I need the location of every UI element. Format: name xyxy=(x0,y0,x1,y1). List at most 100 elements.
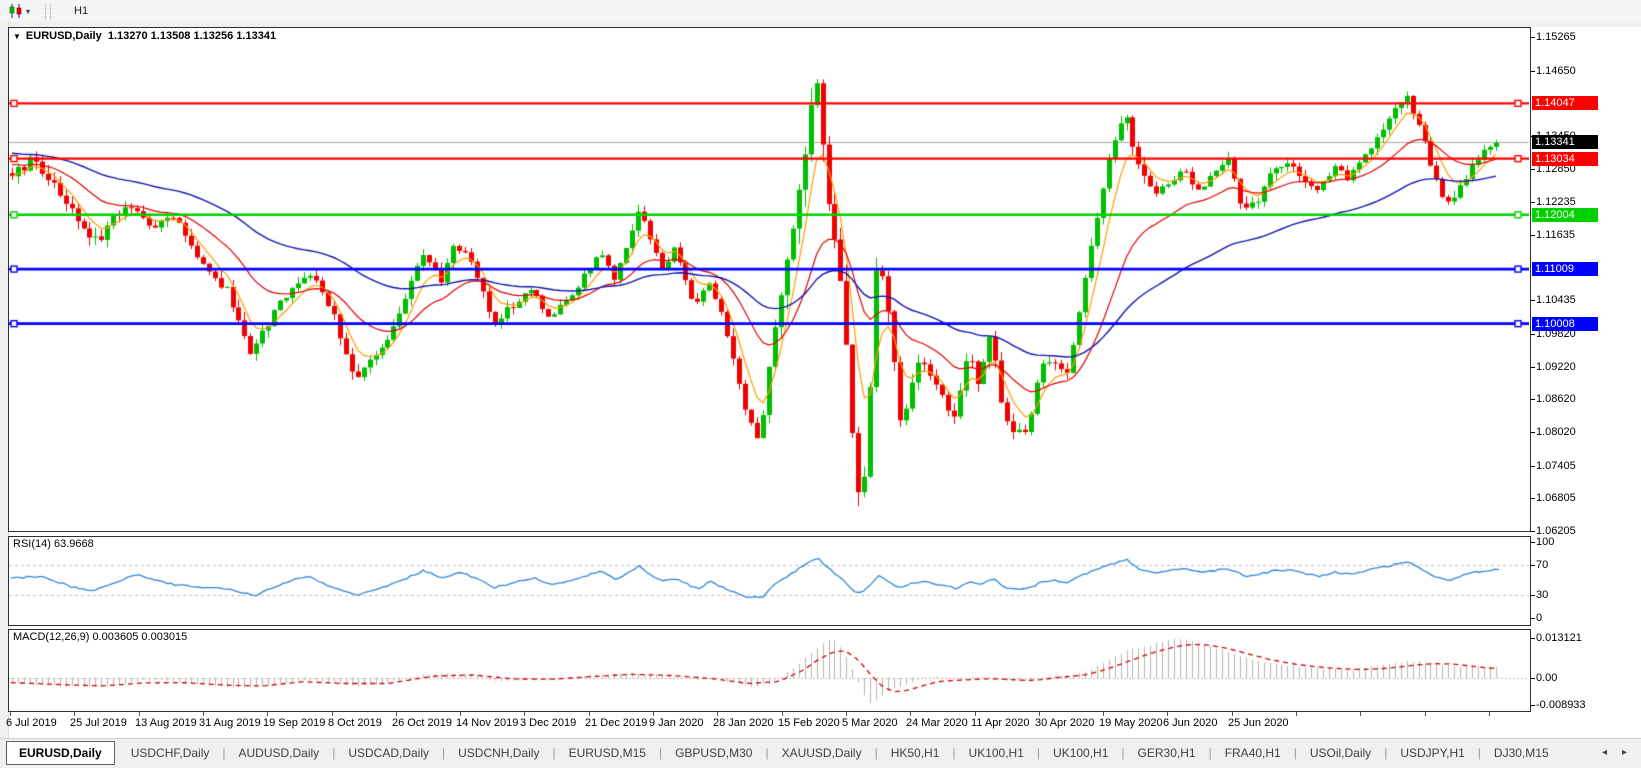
date-label: 21 Dec 2019 xyxy=(585,717,648,729)
price-tick-mark xyxy=(1531,235,1535,236)
tab-divider: | xyxy=(1477,746,1481,760)
date-tick-mark xyxy=(139,712,140,716)
price-line-label: 1.12004 xyxy=(1532,208,1598,222)
macd-pane xyxy=(8,629,1531,712)
date-label: 6 Jun 2020 xyxy=(1163,717,1218,729)
macd-canvas[interactable] xyxy=(9,630,1529,711)
date-tick-mark xyxy=(524,712,525,716)
chart-tab-usdjpy-h1[interactable]: USDJPY,H1 xyxy=(1400,746,1465,760)
rsi-tick-mark xyxy=(1531,595,1535,596)
tab-divider: | xyxy=(222,746,226,760)
rsi-label: RSI(14) 63.9668 xyxy=(13,538,94,550)
price-tick-label: 1.09220 xyxy=(1536,361,1576,373)
price-tick-label: 1.10435 xyxy=(1536,294,1576,306)
price-line-label: 1.13034 xyxy=(1532,152,1598,166)
chart-candles-icon xyxy=(8,4,23,18)
dropdown-caret-icon: ▾ xyxy=(26,6,31,16)
price-tick-mark xyxy=(1531,37,1535,38)
chart-tab-usoil-daily[interactable]: USOil,Daily xyxy=(1309,746,1372,760)
price-chart-canvas[interactable] xyxy=(9,28,1529,531)
tab-divider: | xyxy=(1208,746,1212,760)
date-tick-mark xyxy=(846,712,847,716)
chart-tab-hk50-h1[interactable]: HK50,H1 xyxy=(890,746,940,760)
price-tick-mark xyxy=(1531,71,1535,72)
date-label: 19 Sep 2019 xyxy=(263,717,326,729)
macd-tick-mark xyxy=(1531,705,1535,706)
tab-divider: | xyxy=(1121,746,1125,760)
date-label: 8 Oct 2019 xyxy=(328,717,382,729)
tabs-scroll-left-icon[interactable]: ◂ xyxy=(1601,747,1607,758)
chart-tab-dj30-m15[interactable]: DJ30,M15 xyxy=(1493,746,1549,760)
date-tick-mark xyxy=(653,712,654,716)
date-tick-mark xyxy=(396,712,397,716)
macd-tick-mark xyxy=(1531,638,1535,639)
date-tick-mark xyxy=(460,712,461,716)
macd-tick-label: -0.008933 xyxy=(1536,699,1586,711)
chart-tab-uk100-h1[interactable]: UK100,H1 xyxy=(968,746,1024,760)
chart-title-symbol: EURUSD,Daily xyxy=(25,30,102,42)
price-tick-mark xyxy=(1531,367,1535,368)
chart-title: ▼ EURUSD,Daily 1.13270 1.13508 1.13256 1.… xyxy=(13,30,276,42)
price-tick-label: 1.06205 xyxy=(1536,525,1576,537)
date-label: 25 Jul 2019 xyxy=(70,717,127,729)
date-label: 13 Aug 2019 xyxy=(135,717,197,729)
chart-tab-xauusd-daily[interactable]: XAUUSD,Daily xyxy=(781,746,862,760)
toolbar-grip-handle[interactable] xyxy=(45,3,52,19)
rsi-pane xyxy=(8,536,1531,626)
date-label: 24 Mar 2020 xyxy=(906,717,968,729)
date-tick-mark xyxy=(782,712,783,716)
chart-tool-button[interactable]: ▾ xyxy=(3,1,35,21)
date-tick-mark xyxy=(1167,712,1168,716)
date-label: 14 Nov 2019 xyxy=(456,717,519,729)
date-label: 6 Jul 2019 xyxy=(6,717,57,729)
date-label: 30 Apr 2020 xyxy=(1035,717,1095,729)
rsi-tick-label: 30 xyxy=(1536,589,1549,601)
price-tick-label: 1.07405 xyxy=(1536,460,1576,472)
rsi-canvas[interactable] xyxy=(9,537,1529,625)
chart-tab-usdchf-daily[interactable]: USDCHF,Daily xyxy=(130,746,210,760)
date-tick-mark xyxy=(267,712,268,716)
price-tick-label: 1.15265 xyxy=(1536,31,1576,43)
timeframe-button-h1[interactable]: H1 xyxy=(74,5,89,17)
price-tick-label: 1.09820 xyxy=(1536,328,1576,340)
price-tick-label: 1.06805 xyxy=(1536,492,1576,504)
date-label: 5 Mar 2020 xyxy=(842,717,898,729)
tab-divider: | xyxy=(1036,746,1041,760)
macd-label: MACD(12,26,9) 0.003605 0.003015 xyxy=(13,631,188,643)
tabs-scroll-right-icon[interactable]: ▸ xyxy=(1621,747,1627,758)
rsi-tick-label: 100 xyxy=(1536,536,1555,548)
date-label: 28 Jan 2020 xyxy=(713,717,774,729)
chart-tab-uk100-h1[interactable]: UK100,H1 xyxy=(1053,746,1109,760)
rsi-tick-mark xyxy=(1531,565,1535,566)
chart-tab-ger30-h1[interactable]: GER30,H1 xyxy=(1137,746,1196,760)
chart-tab-eurusd-m15[interactable]: EURUSD,M15 xyxy=(568,746,646,760)
toolbar: ▾ M1M5M15M30H1H4D1W1MN xyxy=(0,0,1641,97)
chart-tab-eurusd-daily[interactable]: EURUSD,Daily xyxy=(6,741,115,765)
tab-divider: | xyxy=(1384,746,1388,760)
price-tick-mark xyxy=(1531,432,1535,433)
chart-tab-bar: EURUSD,Daily USDCHF,Daily | AUDUSD,Daily | US… xyxy=(0,738,1641,768)
chart-tab-fra40-h1[interactable]: FRA40,H1 xyxy=(1224,746,1281,760)
chart-tab-gbpusd-m30[interactable]: GBPUSD,M30 xyxy=(675,746,753,760)
chart-title-ohlc: 1.13270 1.13508 1.13256 1.13341 xyxy=(107,30,277,42)
price-tick-mark xyxy=(1531,334,1535,335)
price-line-label: 1.13341 xyxy=(1532,135,1598,149)
date-label: 19 May 2020 xyxy=(1099,717,1163,729)
price-line-label: 1.14047 xyxy=(1532,96,1598,110)
date-label: 3 Dec 2019 xyxy=(520,717,577,729)
date-tick-mark xyxy=(203,712,204,716)
price-tick-label: 1.11635 xyxy=(1536,229,1575,241)
price-tick-label: 1.08620 xyxy=(1536,393,1576,405)
date-tick-mark xyxy=(1360,712,1361,716)
macd-tick-mark xyxy=(1531,678,1535,679)
price-line-label: 1.11009 xyxy=(1532,262,1598,276)
price-pane xyxy=(8,27,1531,532)
chart-tab-usdcnh-daily[interactable]: USDCNH,Daily xyxy=(458,746,540,760)
tab-divider: | xyxy=(952,746,956,760)
price-tick-label: 1.08020 xyxy=(1536,426,1576,438)
date-tick-mark xyxy=(74,712,75,716)
chart-tab-usdcad-daily[interactable]: USDCAD,Daily xyxy=(348,746,429,760)
chart-tab-audusd-daily[interactable]: AUDUSD,Daily xyxy=(238,746,320,760)
collapse-triangle-icon[interactable]: ▼ xyxy=(13,32,21,41)
